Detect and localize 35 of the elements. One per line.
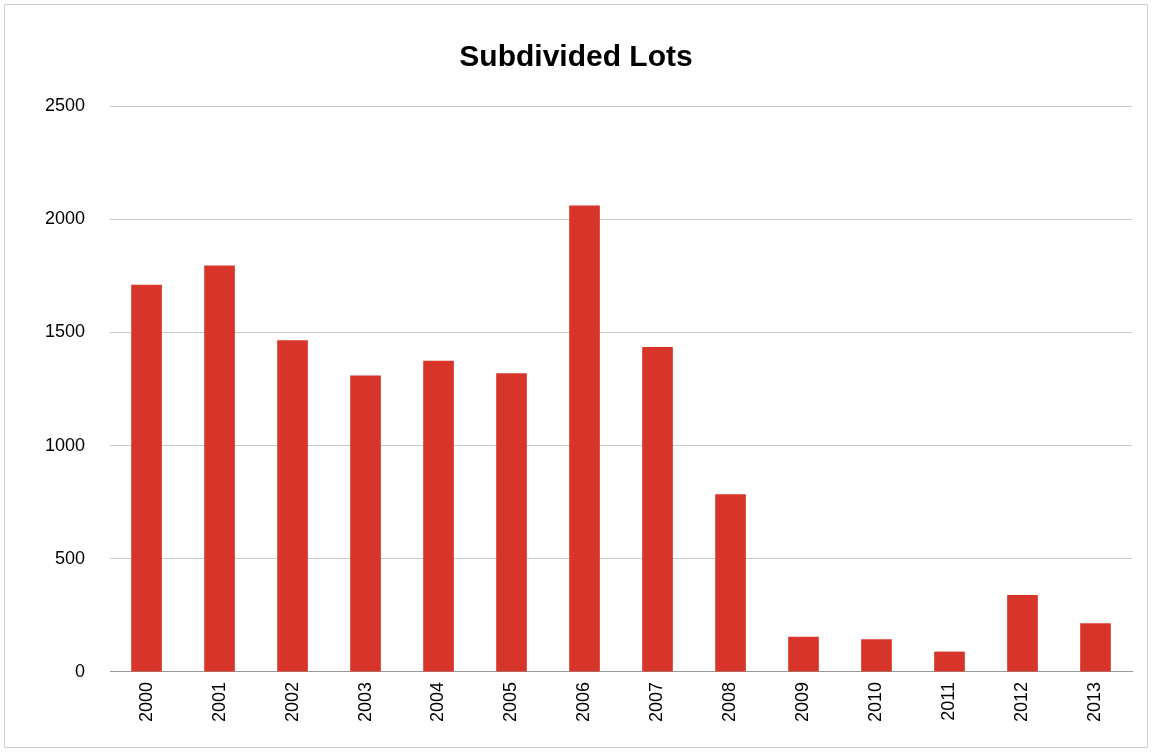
bar (496, 373, 527, 672)
y-tick-label: 0 (75, 660, 86, 681)
x-tick-label: 2006 (573, 681, 594, 722)
bar (642, 347, 673, 672)
y-tick-label: 1500 (45, 321, 86, 342)
bar (423, 360, 454, 672)
x-tick-label: 2011 (938, 681, 959, 721)
x-tick-label: 2001 (208, 681, 229, 722)
bar (1080, 623, 1111, 672)
bar (715, 494, 746, 672)
x-tick-label: 2004 (427, 681, 448, 722)
x-tick-label: 2008 (719, 681, 740, 722)
y-tick-label: 2500 (45, 94, 86, 115)
chart-title: Subdivided Lots (459, 39, 693, 73)
bar (204, 265, 235, 672)
x-tick-label: 2002 (281, 681, 302, 722)
bar (861, 639, 892, 672)
x-tick-label: 2003 (354, 681, 375, 722)
y-tick-label: 500 (55, 547, 86, 568)
y-tick-label: 2000 (45, 208, 86, 229)
bar (277, 340, 308, 672)
bar (788, 636, 819, 672)
y-tick-label: 1000 (45, 434, 86, 455)
x-tick-label: 2007 (646, 681, 667, 722)
bar (131, 284, 162, 672)
bar (1007, 594, 1038, 672)
x-tick-label: 2010 (865, 681, 886, 722)
x-tick-label: 2012 (1011, 681, 1032, 722)
x-tick-label: 2005 (500, 681, 521, 722)
bar (569, 205, 600, 672)
x-tick-label: 2009 (792, 681, 813, 722)
x-tick-label: 2013 (1084, 681, 1105, 722)
bar (350, 375, 381, 672)
x-tick-label: 2000 (135, 681, 156, 722)
bar (934, 651, 965, 672)
